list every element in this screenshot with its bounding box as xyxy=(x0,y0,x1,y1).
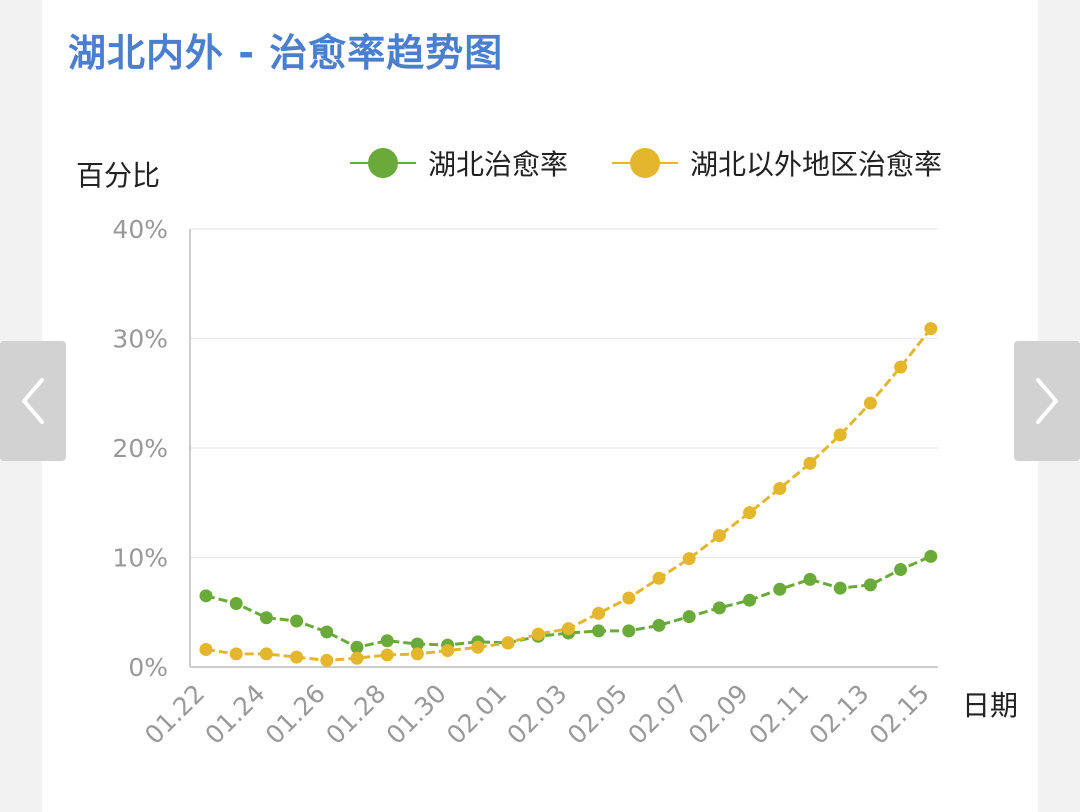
x-tick-label: 01.22 xyxy=(139,679,210,750)
data-point-1 xyxy=(833,428,847,442)
data-point-0 xyxy=(380,634,394,648)
data-point-1 xyxy=(290,650,304,664)
data-point-1 xyxy=(259,647,273,661)
data-point-1 xyxy=(471,640,485,654)
x-tick-label: 02.09 xyxy=(683,679,754,750)
data-point-0 xyxy=(290,614,304,628)
data-point-0 xyxy=(833,581,847,595)
data-point-0 xyxy=(924,549,938,563)
data-point-0 xyxy=(894,563,908,577)
next-button[interactable] xyxy=(1014,341,1080,461)
data-point-1 xyxy=(863,396,877,410)
legend-marker-yellow-icon xyxy=(612,148,678,178)
data-point-1 xyxy=(592,606,606,620)
data-point-0 xyxy=(773,582,787,596)
legend-item-outside-hubei[interactable]: 湖北以外地区治愈率 xyxy=(612,143,942,183)
data-point-1 xyxy=(682,552,696,566)
legend-label-outside-hubei: 湖北以外地区治愈率 xyxy=(690,148,943,181)
x-tick-label: 02.01 xyxy=(441,679,512,750)
data-point-0 xyxy=(803,572,817,586)
data-point-1 xyxy=(229,647,243,661)
data-point-0 xyxy=(350,640,364,654)
data-point-1 xyxy=(350,651,364,665)
data-point-0 xyxy=(199,589,213,603)
y-tick-label: 0% xyxy=(128,653,168,682)
chevron-right-icon xyxy=(1036,378,1058,424)
data-point-1 xyxy=(501,636,515,650)
prev-button[interactable] xyxy=(0,341,66,461)
data-point-0 xyxy=(712,601,726,615)
data-point-1 xyxy=(199,642,213,656)
data-point-0 xyxy=(259,611,273,625)
y-tick-label: 30% xyxy=(112,325,168,354)
x-axis-label: 日期 xyxy=(962,689,1019,722)
x-tick-label: 01.24 xyxy=(200,679,271,750)
y-tick-label: 40% xyxy=(112,215,168,244)
x-tick-label: 01.30 xyxy=(381,679,452,750)
data-point-0 xyxy=(320,625,334,639)
y-tick-label: 20% xyxy=(112,434,168,463)
x-tick-label: 01.26 xyxy=(260,679,331,750)
series-line-1 xyxy=(205,327,932,662)
data-point-1 xyxy=(894,360,908,374)
data-point-1 xyxy=(561,622,575,636)
data-point-1 xyxy=(803,456,817,470)
x-tick-label: 02.15 xyxy=(864,679,935,750)
data-point-1 xyxy=(380,648,394,662)
x-tick-label: 02.07 xyxy=(622,679,693,750)
x-tick-label: 02.11 xyxy=(743,679,814,750)
chevron-left-icon xyxy=(22,378,44,424)
data-point-1 xyxy=(773,482,787,496)
chart-title: 湖北内外 - 治愈率趋势图 xyxy=(68,31,504,75)
legend-marker-green-icon xyxy=(350,148,416,178)
data-point-1 xyxy=(410,647,424,661)
data-point-1 xyxy=(441,644,455,658)
y-tick-label: 10% xyxy=(112,544,168,573)
y-axis-label: 百分比 xyxy=(76,159,161,192)
x-tick-label: 01.28 xyxy=(320,679,391,750)
data-point-0 xyxy=(863,578,877,592)
data-point-0 xyxy=(682,610,696,624)
x-tick-label: 02.03 xyxy=(502,679,573,750)
data-point-1 xyxy=(622,591,636,605)
x-tick-label: 02.13 xyxy=(804,679,875,750)
data-point-1 xyxy=(743,506,757,520)
data-point-0 xyxy=(743,593,757,607)
data-point-1 xyxy=(712,529,726,543)
data-point-1 xyxy=(531,627,545,641)
data-point-1 xyxy=(924,322,938,336)
data-point-1 xyxy=(652,571,666,585)
legend-item-hubei[interactable]: 湖北治愈率 xyxy=(350,143,568,183)
data-point-0 xyxy=(410,637,424,651)
data-point-0 xyxy=(592,624,606,638)
legend-label-hubei: 湖北治愈率 xyxy=(428,148,569,181)
data-point-0 xyxy=(229,596,243,610)
x-tick-label: 02.05 xyxy=(562,679,633,750)
data-point-0 xyxy=(622,624,636,638)
data-point-0 xyxy=(652,618,666,632)
data-point-1 xyxy=(320,653,334,667)
